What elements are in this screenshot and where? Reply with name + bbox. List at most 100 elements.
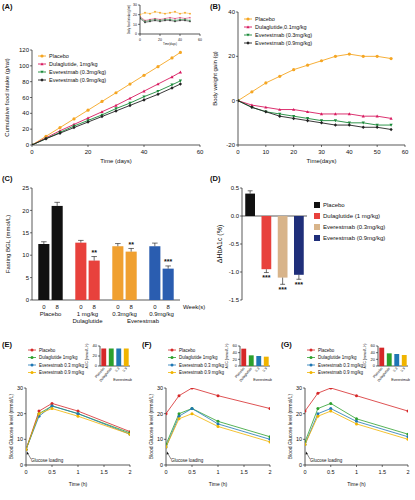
x-tick bbox=[78, 465, 79, 467]
x-tick bbox=[330, 465, 331, 467]
series-marker bbox=[238, 99, 240, 103]
series-marker bbox=[156, 90, 159, 93]
x-tick-label: 0 bbox=[24, 469, 27, 475]
series-marker bbox=[169, 12, 171, 14]
y-tick-label: 20 bbox=[93, 353, 98, 358]
x-axis-label: Everestmab bbox=[253, 378, 272, 382]
bar bbox=[89, 261, 100, 300]
series-marker bbox=[170, 75, 173, 78]
x-tick-label: 0 bbox=[139, 38, 141, 42]
x-tick-label: 8 bbox=[129, 304, 133, 310]
x-tick-label: 0 bbox=[42, 304, 46, 310]
y-tick bbox=[24, 388, 26, 389]
x-tick bbox=[140, 34, 141, 36]
series-marker bbox=[77, 410, 80, 413]
y-tick-label: 25 bbox=[22, 185, 29, 191]
series-marker bbox=[292, 117, 295, 121]
y-tick-label: 20 bbox=[157, 411, 163, 417]
y-tick-label: 0 bbox=[299, 462, 302, 468]
y-tick bbox=[24, 439, 26, 440]
series-marker bbox=[149, 20, 151, 22]
bar bbox=[262, 216, 272, 269]
x-tick bbox=[130, 465, 131, 467]
x-axis-label: Time(days) bbox=[163, 42, 177, 46]
significance-label: *** bbox=[262, 274, 270, 281]
x-tick bbox=[405, 145, 406, 147]
y-tick bbox=[238, 352, 240, 353]
legend-line bbox=[307, 365, 315, 366]
legend-line bbox=[28, 372, 36, 373]
bar bbox=[149, 246, 160, 300]
series-marker bbox=[316, 415, 319, 418]
series-line bbox=[32, 84, 180, 145]
legend-marker bbox=[310, 349, 313, 352]
significance-label: *** bbox=[279, 286, 287, 293]
significance-label: *** bbox=[164, 258, 172, 265]
series-marker bbox=[142, 90, 145, 93]
series-marker bbox=[316, 407, 319, 410]
y-tick-label: 0 bbox=[160, 462, 163, 468]
x-tick-label: 1 bbox=[216, 469, 219, 475]
y-tick-label: 0 bbox=[95, 363, 98, 368]
series-marker bbox=[389, 117, 392, 120]
y-axis bbox=[26, 388, 27, 465]
x-tick bbox=[88, 145, 89, 147]
y-tick bbox=[30, 255, 32, 256]
x-tick-label: 40 bbox=[141, 149, 148, 155]
series-marker bbox=[278, 108, 281, 111]
series-marker bbox=[178, 415, 181, 418]
error-bar bbox=[264, 269, 269, 272]
y-tick-label: 0 bbox=[235, 363, 238, 368]
series-marker bbox=[179, 13, 181, 15]
legend-label: Dulaglutide (1 mg/kg) bbox=[323, 213, 380, 219]
legend-marker bbox=[171, 356, 174, 359]
series-marker bbox=[376, 126, 379, 130]
x-tick-label: 0.3 bbox=[114, 367, 120, 373]
series-marker bbox=[348, 123, 351, 127]
series-marker bbox=[149, 13, 151, 15]
series-marker bbox=[362, 126, 365, 130]
series-marker bbox=[58, 126, 61, 129]
series-line bbox=[32, 72, 180, 145]
series-marker bbox=[184, 12, 186, 14]
series-marker bbox=[170, 56, 173, 59]
series-marker bbox=[189, 13, 191, 15]
x-tick bbox=[200, 34, 201, 36]
panel-label: (D) bbox=[210, 174, 221, 183]
series-marker bbox=[269, 438, 271, 441]
legend-label: Placebo bbox=[39, 348, 56, 353]
error-bar bbox=[54, 202, 60, 206]
series-marker bbox=[72, 117, 75, 120]
series-marker bbox=[306, 64, 309, 67]
x-tick bbox=[244, 465, 245, 467]
x-axis-label: Time(days) bbox=[307, 158, 337, 164]
series-marker bbox=[362, 55, 365, 58]
legend-marker bbox=[40, 78, 43, 82]
series-marker bbox=[51, 404, 54, 407]
annotation: Glucose loading bbox=[171, 458, 204, 463]
y-tick-label: 0 bbox=[232, 98, 236, 104]
bar bbox=[38, 244, 49, 300]
x-tick bbox=[377, 145, 378, 147]
series-marker bbox=[389, 128, 392, 132]
series-marker bbox=[154, 11, 156, 13]
y-tick bbox=[303, 413, 305, 414]
group-dose: 0.9mg/kg bbox=[149, 311, 174, 317]
error-bar bbox=[248, 191, 253, 194]
x-tick-label: 1 bbox=[76, 469, 79, 475]
x-tick bbox=[180, 34, 181, 36]
y-tick-label: 0.0 bbox=[231, 213, 240, 219]
y-axis-label: ΔHbA1c (%) bbox=[216, 225, 224, 264]
legend-marker bbox=[31, 364, 34, 367]
y-tick bbox=[98, 346, 100, 347]
y-tick-label: 30 bbox=[133, 3, 137, 7]
series-marker bbox=[179, 71, 182, 74]
y-tick bbox=[98, 356, 100, 357]
legend-label: Everestmab (0.9mg/kg) bbox=[49, 77, 106, 83]
y-tick bbox=[376, 346, 378, 347]
series-marker bbox=[51, 402, 54, 405]
y-tick-label: 40 bbox=[93, 343, 98, 348]
error-bar bbox=[165, 266, 171, 269]
x-axis-label: Everestmab bbox=[113, 378, 132, 382]
bar bbox=[379, 348, 384, 366]
